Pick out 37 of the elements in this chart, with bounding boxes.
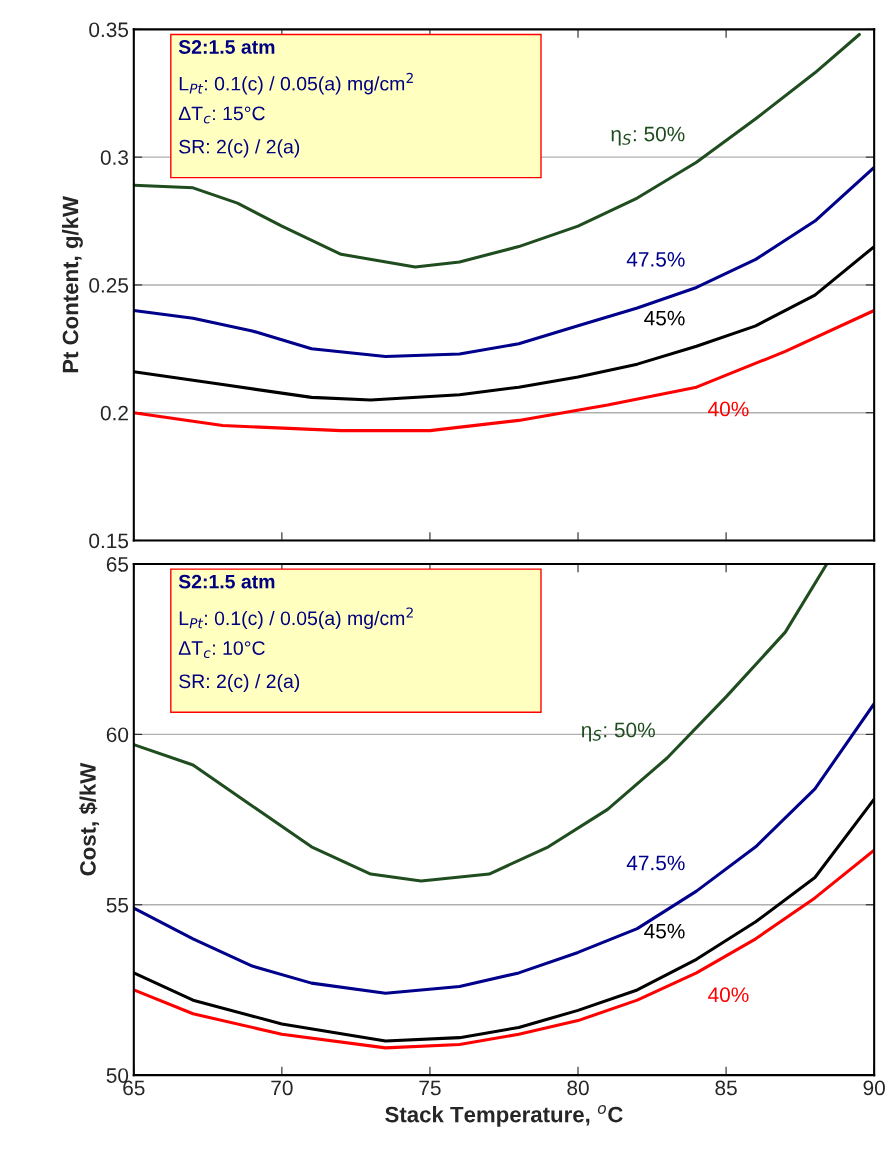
annotation: ΔT$_{c}$: 15°C: [178, 106, 265, 124]
series-label: 45%: [644, 310, 685, 326]
x-tick-label: 75: [419, 1080, 441, 1096]
y-tick-label: 60: [106, 727, 129, 743]
series-label: η$_{S}$: 50%: [611, 126, 685, 146]
y-tick-label: 0.25: [89, 277, 129, 293]
y-axis-title: Pt Content, g/kW: [62, 196, 83, 373]
series-label: 40%: [708, 401, 749, 417]
annotation: L$_{Pt}$: 0.1(c) / 0.05(a) mg/cm$^{2}$: [179, 72, 413, 95]
annotation: ΔT$_{c}$: 10°C: [178, 641, 265, 659]
y-tick-label: 65: [106, 557, 129, 572]
y-axis-title: Cost, $/kW: [79, 762, 100, 876]
series-label: η$_{S}$: 50%: [581, 722, 655, 742]
y-tick-label: 55: [106, 897, 129, 913]
y-tick-label: 0.35: [89, 22, 129, 38]
line-series: [133, 32, 861, 269]
x-axis-title: Stack Temperature, $^{o}$C: [385, 1104, 623, 1127]
x-tick-label: 85: [715, 1080, 737, 1096]
annotation: SR: 2(c) / 2(a): [179, 139, 300, 158]
line-series: [133, 848, 875, 1050]
x-tick-label: 90: [863, 1080, 885, 1096]
annotation: S2:1.5 atm: [178, 40, 275, 54]
line-series: [133, 564, 829, 883]
line-series: [133, 308, 875, 433]
annotation: SR: 2(c) / 2(a): [179, 673, 300, 693]
annotation: L$_{Pt}$: 0.1(c) / 0.05(a) mg/cm$^{2}$: [179, 607, 413, 630]
series-label: 40%: [708, 987, 749, 1003]
series-label: 47.5%: [626, 855, 685, 871]
line-series: [133, 165, 875, 359]
x-tick-label: 80: [567, 1080, 589, 1096]
y-tick-label: 0.15: [89, 533, 129, 549]
x-tick-label: 70: [271, 1080, 293, 1096]
series-label: 45%: [644, 923, 685, 939]
annotation: S2:1.5 atm: [178, 574, 275, 589]
y-tick-label: 0.2: [100, 405, 128, 421]
series-label: 47.5%: [626, 252, 685, 267]
y-tick-label: 0.3: [100, 150, 129, 165]
